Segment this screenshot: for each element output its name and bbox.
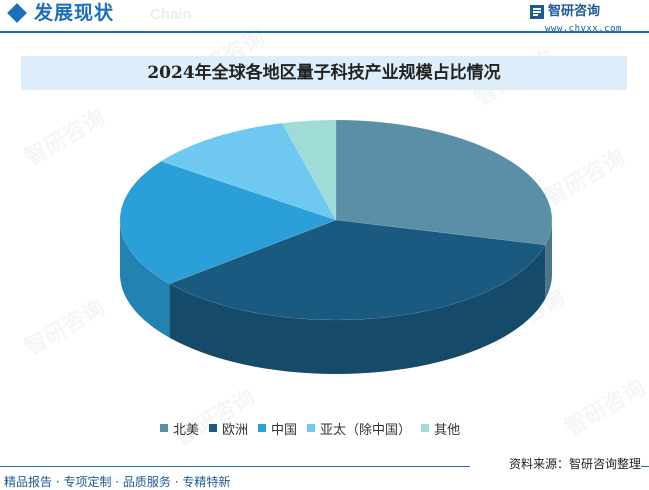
legend-label: 欧洲 [222,422,249,438]
footer-rule [0,466,470,467]
legend-swatch [421,424,430,432]
pie-slice [335,119,553,246]
pie-slice [281,119,337,222]
pie-slice [168,219,546,321]
legend-label: 中国 [271,422,298,438]
chart-title: 2024年全球各地区量子科技产业规模占比情况 [147,63,501,83]
legend-item: 其他 [421,419,460,438]
pie-top-faces [119,119,553,321]
section-title: 发展现状 [34,2,115,24]
legend-label: 其他 [434,422,461,438]
brand-url: www.chyxx.com [545,24,622,34]
brand-mark-icon [530,5,544,19]
legend-swatch [209,424,218,432]
legend-swatch [160,424,168,432]
header-rule [0,31,649,33]
legend-swatch [258,424,267,432]
pie-slice-side [169,244,546,374]
section-header: 发展现状 Chain [0,0,649,36]
pie-slice [160,122,337,221]
legend-item: 中国 [258,419,297,438]
source-note: 资料来源：智研咨询整理 [504,455,641,472]
footer-tagline: 精品报告 · 专项定制 · 品质服务 · 专精特新 [4,475,231,489]
chart-legend: 北美 欧洲 中国 亚太（除中国） 其他 [160,418,560,438]
pie-slice-side [120,220,170,338]
brand-logo: 智研咨询 www.chyxx.com [521,3,641,37]
legend-swatch [307,424,316,432]
legend-item: 欧洲 [209,419,248,438]
brand-name: 智研咨询 [548,4,601,19]
pie-slice [119,160,337,285]
chart-title-bar: 2024年全球各地区量子科技产业规模占比情况 [21,56,627,90]
section-title-en: Chain [150,6,192,23]
pie-side-walls [120,220,552,374]
legend-item: 亚太（除中国） [307,419,411,438]
legend-label: 北美 [173,422,200,438]
pie-slice-side [545,220,552,299]
legend-label: 亚太（除中国） [320,422,412,438]
legend-item: 北美 [160,419,199,438]
